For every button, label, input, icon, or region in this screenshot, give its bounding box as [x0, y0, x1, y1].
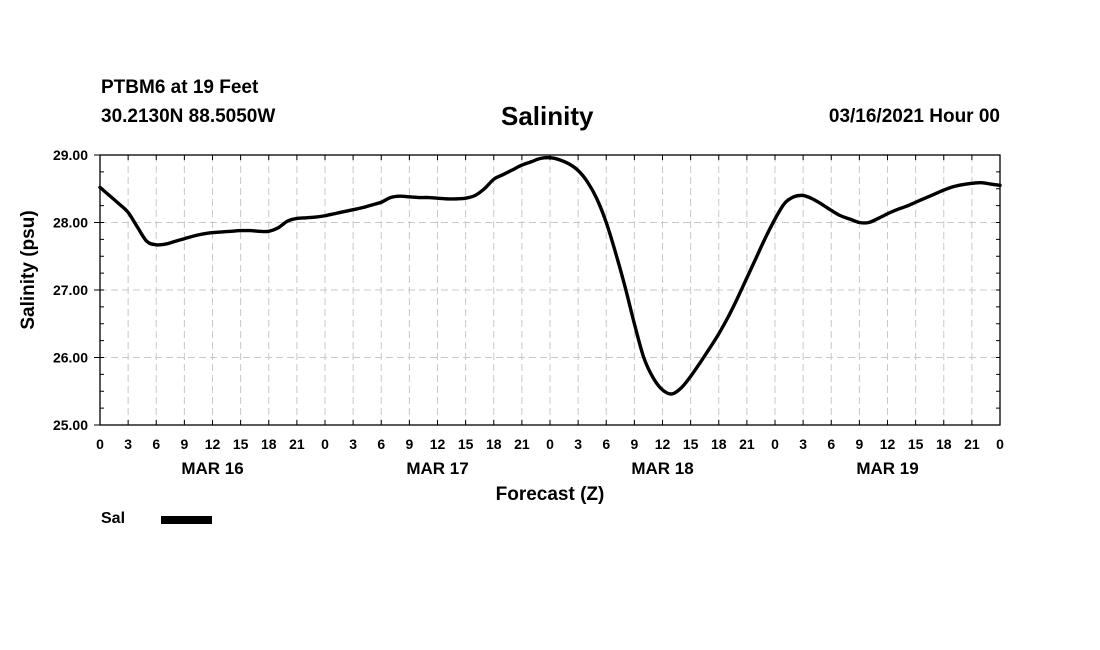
x-tick-label: 9: [855, 436, 863, 452]
x-tick-label: 9: [405, 436, 413, 452]
x-tick-label: 21: [514, 436, 530, 452]
series-line-sal: [98, 155, 1002, 396]
y-tick-label: 27.00: [53, 282, 88, 298]
day-label: MAR 18: [631, 459, 693, 478]
day-label: MAR 19: [856, 459, 918, 478]
y-tick-label: 28.00: [53, 215, 88, 231]
x-tick-label: 18: [486, 436, 502, 452]
x-tick-label: 18: [711, 436, 727, 452]
day-label: MAR 16: [181, 459, 243, 478]
axis-ticks: [94, 154, 1001, 426]
x-tick-label: 0: [546, 436, 554, 452]
legend-swatch-sal: [161, 516, 212, 524]
grid-lines: [100, 155, 1000, 425]
x-tick-label: 3: [124, 436, 132, 452]
y-tick-labels: 25.00 26.00 27.00 28.00 29.00: [53, 147, 88, 433]
y-tick-label: 25.00: [53, 417, 88, 433]
x-tick-label: 6: [827, 436, 835, 452]
x-tick-label: 6: [602, 436, 610, 452]
x-tick-label: 21: [964, 436, 980, 452]
y-tick-label: 26.00: [53, 350, 88, 366]
forecast-datetime: 03/16/2021 Hour 00: [828, 106, 1000, 127]
legend-label: Sal: [101, 510, 126, 527]
y-axis-title: Salinity (psu): [18, 210, 39, 329]
x-tick-label: 15: [683, 436, 699, 452]
x-tick-label: 9: [180, 436, 188, 452]
x-tick-label: 15: [233, 436, 249, 452]
x-tick-label: 6: [152, 436, 160, 452]
x-tick-labels: 0 3 6 9 12 15 18 21 0 3 6 9 12 15 18 21 0 3 6 9 12 15 18 21 0 3 6 9…: [96, 436, 1004, 452]
x-tick-label: 15: [458, 436, 474, 452]
x-tick-label: 0: [996, 436, 1004, 452]
x-tick-label: 12: [205, 436, 221, 452]
x-tick-label: 12: [430, 436, 446, 452]
x-tick-label: 0: [321, 436, 329, 452]
x-tick-label: 9: [630, 436, 638, 452]
x-tick-label: 3: [799, 436, 807, 452]
x-tick-label: 6: [377, 436, 385, 452]
x-tick-label: 18: [261, 436, 277, 452]
station-coordinates: 30.2130N 88.5050W: [101, 106, 276, 127]
station-title: PTBM6 at 19 Feet: [101, 77, 259, 98]
x-tick-label: 0: [771, 436, 779, 452]
x-tick-label: 12: [655, 436, 671, 452]
x-tick-label: 21: [739, 436, 755, 452]
x-tick-label: 0: [96, 436, 104, 452]
day-label: MAR 17: [406, 459, 468, 478]
x-tick-label: 18: [936, 436, 952, 452]
y-tick-label: 29.00: [53, 147, 88, 163]
x-tick-label: 12: [880, 436, 896, 452]
x-axis-title: Forecast (Z): [496, 484, 605, 505]
day-labels: MAR 16 MAR 17 MAR 18 MAR 19: [181, 459, 918, 478]
x-tick-label: 3: [349, 436, 357, 452]
chart-title: Salinity: [501, 101, 594, 131]
x-tick-label: 15: [908, 436, 924, 452]
x-tick-label: 3: [574, 436, 582, 452]
x-tick-label: 21: [289, 436, 305, 452]
